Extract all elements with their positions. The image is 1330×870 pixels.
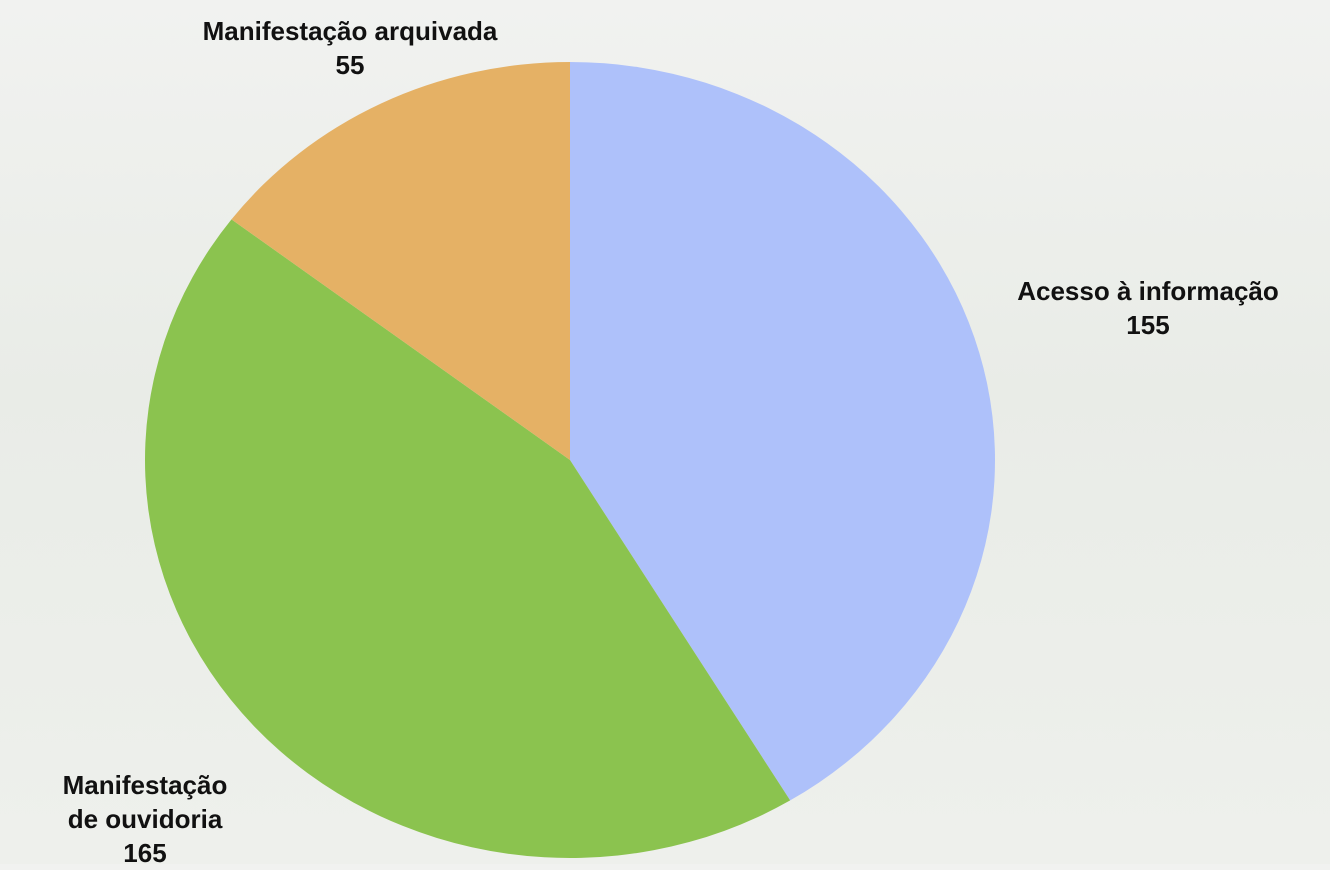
slice-name: Acesso à informação: [1017, 276, 1279, 306]
slice-value: 165: [123, 838, 167, 868]
slice-value: 55: [335, 50, 365, 80]
slice-value: 155: [1126, 310, 1170, 340]
pie-slice: [231, 62, 570, 460]
data-label: Acesso à informação 155: [968, 274, 1328, 342]
data-label: Manifestação arquivada 55: [140, 14, 560, 82]
data-label: Manifestação de ouvidoria 165: [5, 768, 285, 870]
pie-slice: [570, 62, 996, 801]
pie-slice: [144, 219, 791, 858]
slice-name: Manifestação de ouvidoria: [62, 770, 228, 834]
slice-name: Manifestação arquivada: [202, 16, 498, 46]
